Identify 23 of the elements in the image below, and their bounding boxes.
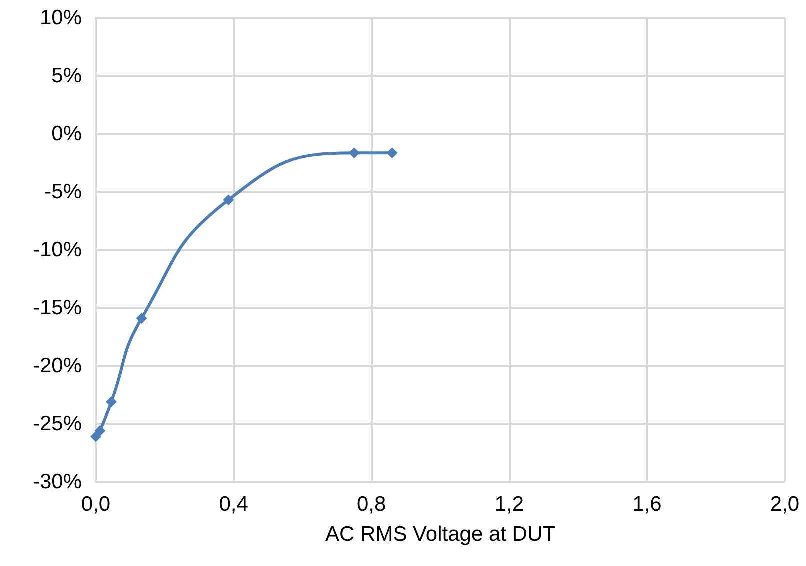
x-tick-label: 1,2 [494,493,524,516]
point [106,396,118,408]
x-tick-label: 0,8 [357,493,386,516]
point [348,148,360,159]
y-tick-label: -5% [44,180,82,204]
y-tick-label: -20% [32,354,82,378]
point [90,431,102,442]
point [386,148,398,159]
y-tick-label: -15% [32,296,82,320]
point [223,194,234,206]
x-tick-label: 1,6 [632,493,662,516]
point [136,312,148,324]
y-tick-label: -10% [32,238,82,262]
y-tick-label: 0% [52,122,82,146]
y-tick-label: -30% [32,470,82,494]
x-tick-label: 0,4 [219,493,249,516]
y-tick-label: 10% [40,6,82,30]
x-tick-label: 0,0 [81,493,111,516]
y-tick-label: 5% [52,64,82,88]
point [94,425,106,436]
x-tick-label: 2,0 [770,493,800,516]
x-axis-title: AC RMS Voltage at DUT [326,523,556,546]
y-tick-label: -25% [32,412,82,436]
